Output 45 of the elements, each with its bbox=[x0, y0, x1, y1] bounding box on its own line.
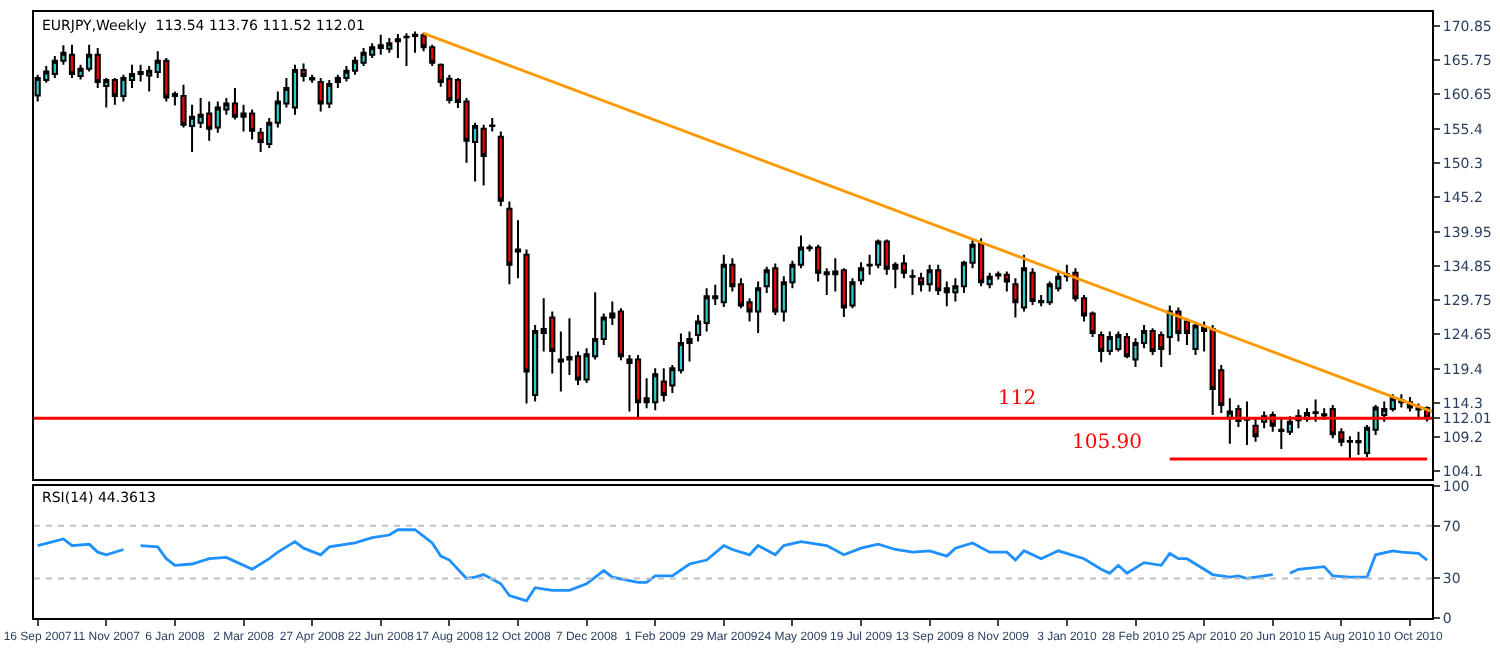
candlestick bbox=[326, 79, 333, 110]
candlestick bbox=[137, 63, 144, 83]
candlestick bbox=[351, 55, 359, 76]
candlestick bbox=[1003, 270, 1010, 293]
candlestick bbox=[1192, 321, 1199, 356]
candlestick bbox=[875, 238, 882, 270]
candlestick bbox=[214, 100, 221, 134]
candlestick bbox=[1020, 253, 1028, 313]
candlestick bbox=[1123, 331, 1131, 360]
candlestick bbox=[394, 33, 401, 60]
candlestick bbox=[1346, 435, 1354, 460]
candlestick bbox=[403, 32, 410, 68]
annotation: 105.90 bbox=[1072, 432, 1142, 454]
candlestick bbox=[377, 33, 384, 56]
candlestick bbox=[652, 367, 659, 412]
ref-line-label: 112 bbox=[998, 388, 1037, 410]
candlestick bbox=[386, 37, 393, 54]
candlestick bbox=[720, 253, 727, 308]
candlestick bbox=[523, 248, 530, 405]
candlestick bbox=[317, 77, 324, 113]
candlestick bbox=[1106, 330, 1113, 356]
candlestick bbox=[68, 43, 76, 80]
candlestick bbox=[1098, 330, 1105, 364]
candlestick bbox=[291, 63, 299, 116]
candlestick bbox=[772, 262, 779, 316]
candlestick bbox=[857, 261, 865, 286]
candlestick bbox=[120, 73, 127, 103]
candlestick bbox=[480, 123, 487, 187]
candlestick bbox=[900, 253, 908, 280]
candlestick bbox=[506, 200, 513, 286]
candlestick bbox=[660, 367, 667, 403]
candlestick bbox=[489, 117, 496, 133]
candlestick bbox=[1115, 330, 1122, 353]
candlestick bbox=[917, 271, 925, 293]
candlestick bbox=[360, 47, 367, 68]
candlestick bbox=[1312, 398, 1319, 423]
candlestick bbox=[163, 57, 170, 103]
candlestick bbox=[626, 353, 633, 413]
candlestick bbox=[1046, 280, 1053, 306]
candlestick bbox=[926, 263, 933, 293]
candlestick bbox=[343, 65, 350, 83]
candlestick bbox=[617, 307, 624, 362]
candlestick bbox=[497, 130, 504, 208]
candlestick bbox=[206, 100, 213, 142]
candlestick bbox=[909, 268, 916, 296]
